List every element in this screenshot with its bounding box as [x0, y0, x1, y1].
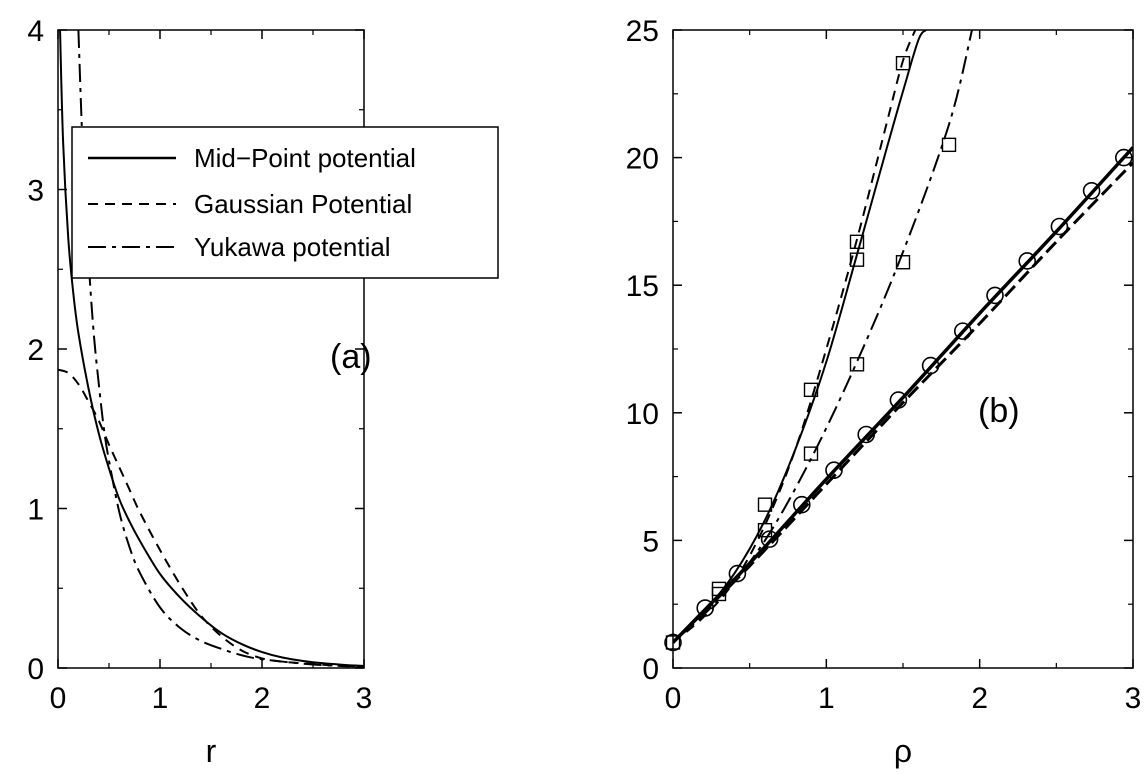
- circle-marker-b: [728, 564, 747, 583]
- square-marker-b: [849, 252, 865, 267]
- circle-marker-b: [1082, 181, 1101, 200]
- y-tick-label-a: 2: [27, 334, 44, 367]
- y-tick-label-a: 1: [27, 494, 44, 527]
- circle-marker-b: [792, 495, 811, 514]
- series-group-b: [664, 30, 1133, 652]
- circle-marker-b: [1018, 252, 1036, 270]
- x-tick-label-a: 3: [356, 682, 373, 715]
- circle-marker-b: [1115, 148, 1133, 167]
- tick-labels-a: 0 1 2 3 0 1 2 3 4: [27, 15, 372, 715]
- circle-marker-b: [696, 599, 715, 617]
- x-axis-label-a: r: [206, 733, 217, 769]
- panel-a: 0 1 2 3 0 1 2 3 4 r (a) Mid−Point potential Gaus…: [27, 15, 499, 769]
- legend-box: [71, 126, 499, 279]
- circle-marker-b: [825, 461, 843, 480]
- y-tick-label-b: 5: [642, 525, 659, 558]
- series-group-a: [58, 30, 364, 668]
- legend-label-midpoint: Mid−Point potential: [194, 143, 416, 173]
- square-marker-b: [711, 581, 727, 597]
- panel-label-b: (b): [978, 392, 1020, 430]
- square-marker-b: [757, 522, 773, 538]
- square-marker-b: [803, 446, 819, 461]
- square-marker-b: [895, 255, 911, 270]
- y-tick-label-a: 3: [27, 175, 44, 208]
- series-line-b-4: [673, 161, 1133, 644]
- square-marker-b: [895, 55, 911, 71]
- series-line-a-2: [77, 30, 364, 668]
- square-marker-b: [849, 357, 865, 372]
- x-axis-label-b: ρ: [894, 733, 912, 769]
- x-tick-label-a: 2: [254, 682, 271, 715]
- tick-labels-b: 0 1 2 3 0 5 10 15 20 25: [626, 15, 1142, 715]
- x-tick-label-a: 0: [50, 682, 67, 715]
- square-marker-b: [757, 497, 773, 512]
- legend: Mid−Point potential Gaussian Potential Y…: [71, 126, 499, 279]
- circle-marker-b: [986, 286, 1004, 305]
- legend-label-gaussian: Gaussian Potential: [194, 189, 412, 219]
- y-tick-label-b: 15: [626, 270, 659, 303]
- panel-label-a: (a): [330, 338, 372, 376]
- circle-marker-b: [857, 425, 876, 444]
- series-line-b-3: [673, 146, 1133, 644]
- y-tick-label-b: 0: [642, 653, 659, 686]
- series-line-b-1: [673, 30, 917, 644]
- legend-label-yukawa: Yukawa potential: [194, 232, 391, 262]
- y-tick-label-b: 25: [626, 15, 659, 48]
- series-clip-b: [673, 30, 1133, 644]
- series-clip-a: [58, 30, 364, 668]
- series-line-a-1: [58, 368, 364, 668]
- y-tick-label-b: 10: [626, 398, 659, 431]
- y-tick-label-a: 0: [27, 653, 44, 686]
- x-tick-label-b: 2: [971, 682, 988, 715]
- circle-marker-b: [664, 633, 682, 652]
- series-line-b-0: [673, 30, 927, 644]
- circle-marker-b: [1050, 217, 1069, 236]
- plot-frame-a: [57, 29, 365, 669]
- y-tick-label-b: 20: [626, 143, 659, 176]
- x-tick-label-b: 3: [1125, 682, 1142, 715]
- circle-marker-b: [760, 530, 779, 548]
- x-tick-label-b: 0: [665, 682, 682, 715]
- series-line-a-0: [59, 30, 364, 667]
- y-tick-label-a: 4: [27, 15, 44, 48]
- circle-marker-b: [921, 356, 940, 375]
- panel-b: 0 1 2 3 0 5 10 15 20 25 ρ (b): [626, 15, 1142, 769]
- x-tick-label-b: 1: [818, 682, 835, 715]
- circle-marker-b: [953, 322, 972, 340]
- square-marker-b: [803, 382, 819, 398]
- series-line-b-2: [673, 30, 973, 644]
- x-tick-label-a: 1: [152, 682, 169, 715]
- circle-marker-b: [889, 391, 908, 409]
- square-marker-b: [941, 137, 957, 153]
- tick-marks-a: [57, 29, 365, 669]
- tick-marks-b: [672, 29, 1134, 669]
- square-marker-b: [849, 234, 865, 250]
- square-marker-b: [665, 635, 681, 650]
